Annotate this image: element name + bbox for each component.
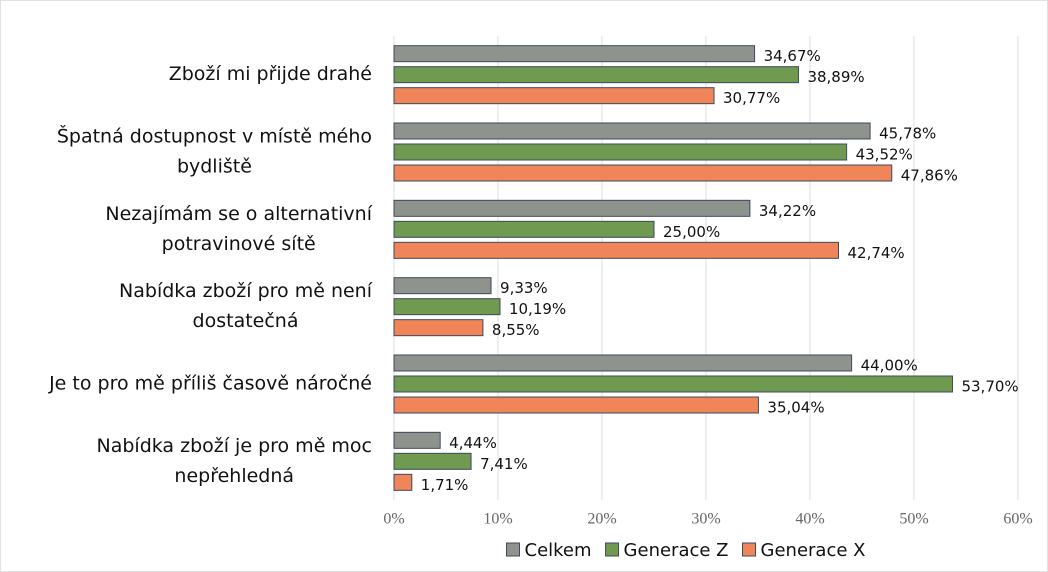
legend-label: Celkem xyxy=(525,540,592,561)
legend-label: Generace Z xyxy=(624,540,729,561)
category-label: Nabídka zboží je pro mě moc xyxy=(97,435,373,457)
data-label: 30,77% xyxy=(723,89,780,107)
bar xyxy=(393,452,472,470)
data-label: 10,19% xyxy=(509,300,566,318)
data-label: 45,78% xyxy=(879,125,936,143)
legend-swatch xyxy=(506,542,521,557)
bar xyxy=(393,122,871,140)
data-label: 7,41% xyxy=(480,455,528,473)
bar xyxy=(393,45,756,63)
bar xyxy=(393,87,715,105)
category-label: Je to pro mě příliš časově náročné xyxy=(48,373,372,395)
data-label: 47,86% xyxy=(901,167,958,185)
category-label: Špatná dostupnost v místě mého xyxy=(57,124,372,148)
bar xyxy=(393,164,893,182)
legend-swatch xyxy=(742,542,757,557)
bar xyxy=(393,431,441,449)
x-tick-label: 60% xyxy=(1003,511,1032,528)
bar xyxy=(393,66,799,84)
data-label: 1,71% xyxy=(421,476,469,494)
data-label: 25,00% xyxy=(663,223,720,241)
legend-label: Generace X xyxy=(761,540,866,561)
bar xyxy=(393,199,751,217)
bar xyxy=(393,354,853,372)
data-label: 44,00% xyxy=(861,357,918,375)
x-tick-label: 10% xyxy=(483,511,512,528)
data-label: 38,89% xyxy=(807,68,864,86)
x-tick-label: 40% xyxy=(795,511,824,528)
bar xyxy=(393,277,492,295)
data-label: 35,04% xyxy=(767,399,824,417)
data-label: 53,70% xyxy=(961,378,1018,396)
bar xyxy=(393,319,484,337)
category-label: nepřehledná xyxy=(174,465,294,487)
x-tick-label: 30% xyxy=(691,511,720,528)
category-label: Zboží mi přijde drahé xyxy=(169,63,372,85)
data-label: 4,44% xyxy=(449,434,497,452)
legend-swatch xyxy=(605,542,620,557)
bar xyxy=(393,375,953,393)
bar xyxy=(393,220,655,238)
data-label: 34,22% xyxy=(759,202,816,220)
x-tick-label: 20% xyxy=(587,511,616,528)
bar xyxy=(393,473,413,491)
data-label: 9,33% xyxy=(500,279,548,297)
x-tick-label: 0% xyxy=(383,511,404,528)
data-label: 43,52% xyxy=(856,146,913,164)
category-label: bydliště xyxy=(177,156,252,178)
bar xyxy=(393,396,759,414)
bar xyxy=(393,241,839,259)
x-tick-label: 50% xyxy=(899,511,928,528)
data-label: 34,67% xyxy=(764,47,821,65)
data-label: 8,55% xyxy=(492,321,540,339)
bar xyxy=(393,298,501,316)
category-label: dostatečná xyxy=(193,310,299,332)
category-label: Nabídka zboží pro mě není xyxy=(119,280,373,302)
category-label: potravinové sítě xyxy=(162,233,316,255)
data-label: 42,74% xyxy=(847,244,904,262)
bar xyxy=(393,143,848,161)
category-label: Nezajímám se o alternativní xyxy=(105,203,372,225)
